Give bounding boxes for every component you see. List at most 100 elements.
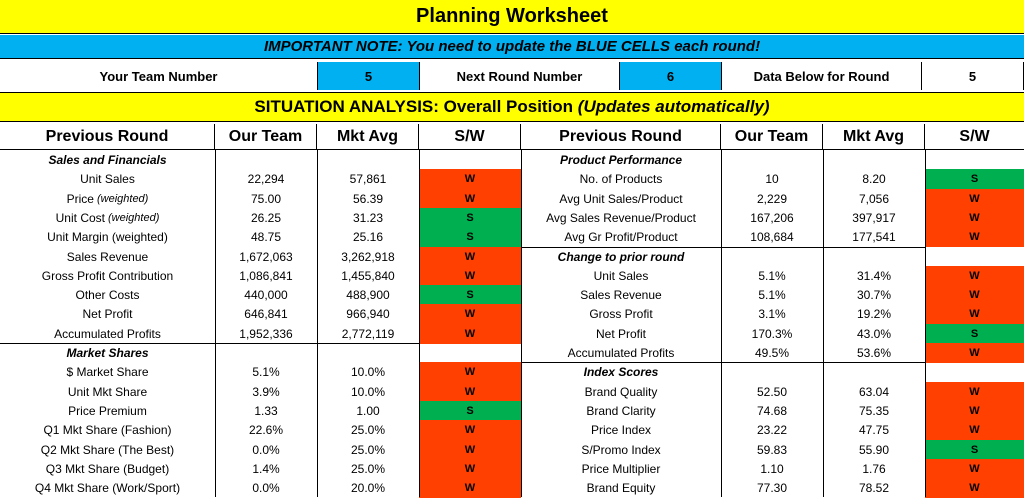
left-previous-round-header: Previous Round <box>0 124 215 150</box>
right-our-team-header: Our Team <box>721 124 823 150</box>
next-round-input[interactable]: 6 <box>620 62 722 90</box>
left-sw-header: S/W <box>419 124 521 150</box>
metric-name: Avg Sales Revenue/Product <box>546 210 696 225</box>
mkt-avg-value: 1.76 <box>862 461 886 476</box>
metric-name: Price Index <box>590 422 652 437</box>
column-divider <box>317 150 318 497</box>
column-divider <box>721 150 722 497</box>
our-team-value: 59.83 <box>756 442 788 457</box>
sw-indicator: W <box>419 440 521 460</box>
metric-label: Price Premium <box>0 401 215 420</box>
metric-name: Unit Margin (weighted) <box>47 229 168 244</box>
metric-label: Unit Margin (weighted) <box>0 227 215 246</box>
sw-indicator: S <box>419 285 521 305</box>
metric-label: Brand Equity <box>521 478 721 497</box>
metric-label: Accumulated Profits <box>521 343 721 362</box>
metric-label: Gross Profit Contribution <box>0 266 215 285</box>
metric-label: Q4 Mkt Share (Work/Sport) <box>0 478 215 497</box>
metric-name: Avg Gr Profit/Product <box>564 229 678 244</box>
worksheet-title: Planning Worksheet <box>0 0 1024 34</box>
mkt-avg-value: 31.4% <box>856 268 892 283</box>
section-divider <box>521 362 925 363</box>
metric-label: Avg Gr Profit/Product <box>521 227 721 246</box>
sw-indicator: W <box>419 266 521 286</box>
mkt-avg-value: 63.04 <box>858 384 890 399</box>
metric-name: Gross Profit <box>589 306 653 321</box>
metric-name: Unit Cost <box>55 210 105 225</box>
column-divider <box>521 150 522 497</box>
team-info-row: Your Team Number 5 Next Round Number 6 D… <box>0 62 1024 90</box>
metric-label: $ Market Share <box>0 362 215 381</box>
data-round-label: Data Below for Round <box>722 62 922 90</box>
sw-indicator: W <box>419 324 521 344</box>
our-team-value: 3.9% <box>252 384 280 399</box>
metric-label: Other Costs <box>0 285 215 304</box>
metric-name: Avg Unit Sales/Product <box>559 191 683 206</box>
mkt-avg-value: 10.0% <box>350 364 386 379</box>
metric-label: Brand Clarity <box>521 401 721 420</box>
sw-indicator: S <box>925 324 1024 344</box>
mkt-avg-value: 2,772,119 <box>341 326 395 341</box>
sw-indicator: W <box>925 478 1024 498</box>
our-team-value: 74.68 <box>756 403 788 418</box>
metric-name: Gross Profit Contribution <box>41 268 174 283</box>
metric-name: $ Market Share <box>66 364 149 379</box>
our-team-value: 5.1% <box>252 364 280 379</box>
section-header: Market Shares <box>66 345 149 360</box>
mkt-avg-value: 75.35 <box>858 403 890 418</box>
mkt-avg-value: 397,917 <box>852 210 896 225</box>
metric-label: S/Promo Index <box>521 440 721 459</box>
sw-indicator: W <box>925 266 1024 286</box>
mkt-avg-value: 57,861 <box>349 171 387 186</box>
metric-unit: (weighted) <box>108 211 160 224</box>
column-divider <box>925 150 926 497</box>
metric-name: Q1 Mkt Share (Fashion) <box>43 422 172 437</box>
mkt-avg-value: 3,262,918 <box>341 249 395 264</box>
sw-indicator: W <box>925 401 1024 421</box>
our-team-value: 1.33 <box>254 403 278 418</box>
mkt-avg-value: 53.6% <box>856 345 892 360</box>
metric-label: Gross Profit <box>521 304 721 323</box>
metric-name: Unit Mkt Share <box>67 384 148 399</box>
data-round-value: 5 <box>922 62 1024 90</box>
metric-unit: (weighted) <box>96 192 149 205</box>
sw-indicator: S <box>925 169 1024 189</box>
our-team-value: 48.75 <box>250 229 282 244</box>
our-team-value: 2,229 <box>756 191 788 206</box>
metric-label: Price Multiplier <box>521 459 721 478</box>
our-team-value: 440,000 <box>244 287 288 302</box>
metric-name: Accumulated Profits <box>567 345 675 360</box>
mkt-avg-value: 10.0% <box>350 384 386 399</box>
mkt-avg-value: 19.2% <box>856 306 892 321</box>
our-team-value: 0.0% <box>252 442 280 457</box>
team-number-input[interactable]: 5 <box>318 62 420 90</box>
sw-indicator: W <box>419 169 521 189</box>
metric-label: Q2 Mkt Share (The Best) <box>0 440 215 459</box>
metric-name: Other Costs <box>75 287 140 302</box>
sw-indicator: W <box>419 420 521 440</box>
metric-label: Avg Unit Sales/Product <box>521 189 721 208</box>
situation-analysis-header: SITUATION ANALYSIS: Overall Position (Up… <box>0 92 1024 122</box>
situation-analysis-title: SITUATION ANALYSIS: Overall Position <box>254 97 578 116</box>
metric-label: Price Index <box>521 420 721 439</box>
our-team-value: 23.22 <box>756 422 788 437</box>
metric-name: No. of Products <box>579 171 663 186</box>
metric-label: Net Profit <box>0 304 215 323</box>
team-number-label: Your Team Number <box>0 62 318 90</box>
our-team-value: 646,841 <box>244 306 288 321</box>
metric-name: Q2 Mkt Share (The Best) <box>40 442 175 457</box>
metric-label: Unit Sales <box>521 266 721 285</box>
metric-label: No. of Products <box>521 169 721 188</box>
metric-label: Unit Cost (weighted) <box>0 208 215 227</box>
our-team-value: 3.1% <box>758 306 786 321</box>
metric-label: Accumulated Profits <box>0 324 215 343</box>
mkt-avg-value: 8.20 <box>862 171 886 186</box>
our-team-value: 1.10 <box>760 461 784 476</box>
our-team-value: 22,294 <box>247 171 285 186</box>
metric-name: Sales Revenue <box>66 249 149 264</box>
our-team-value: 52.50 <box>756 384 788 399</box>
left-mkt-avg-header: Mkt Avg <box>317 124 419 150</box>
metric-label: Price (weighted) <box>0 189 215 208</box>
metric-label: Sales Revenue <box>521 285 721 304</box>
